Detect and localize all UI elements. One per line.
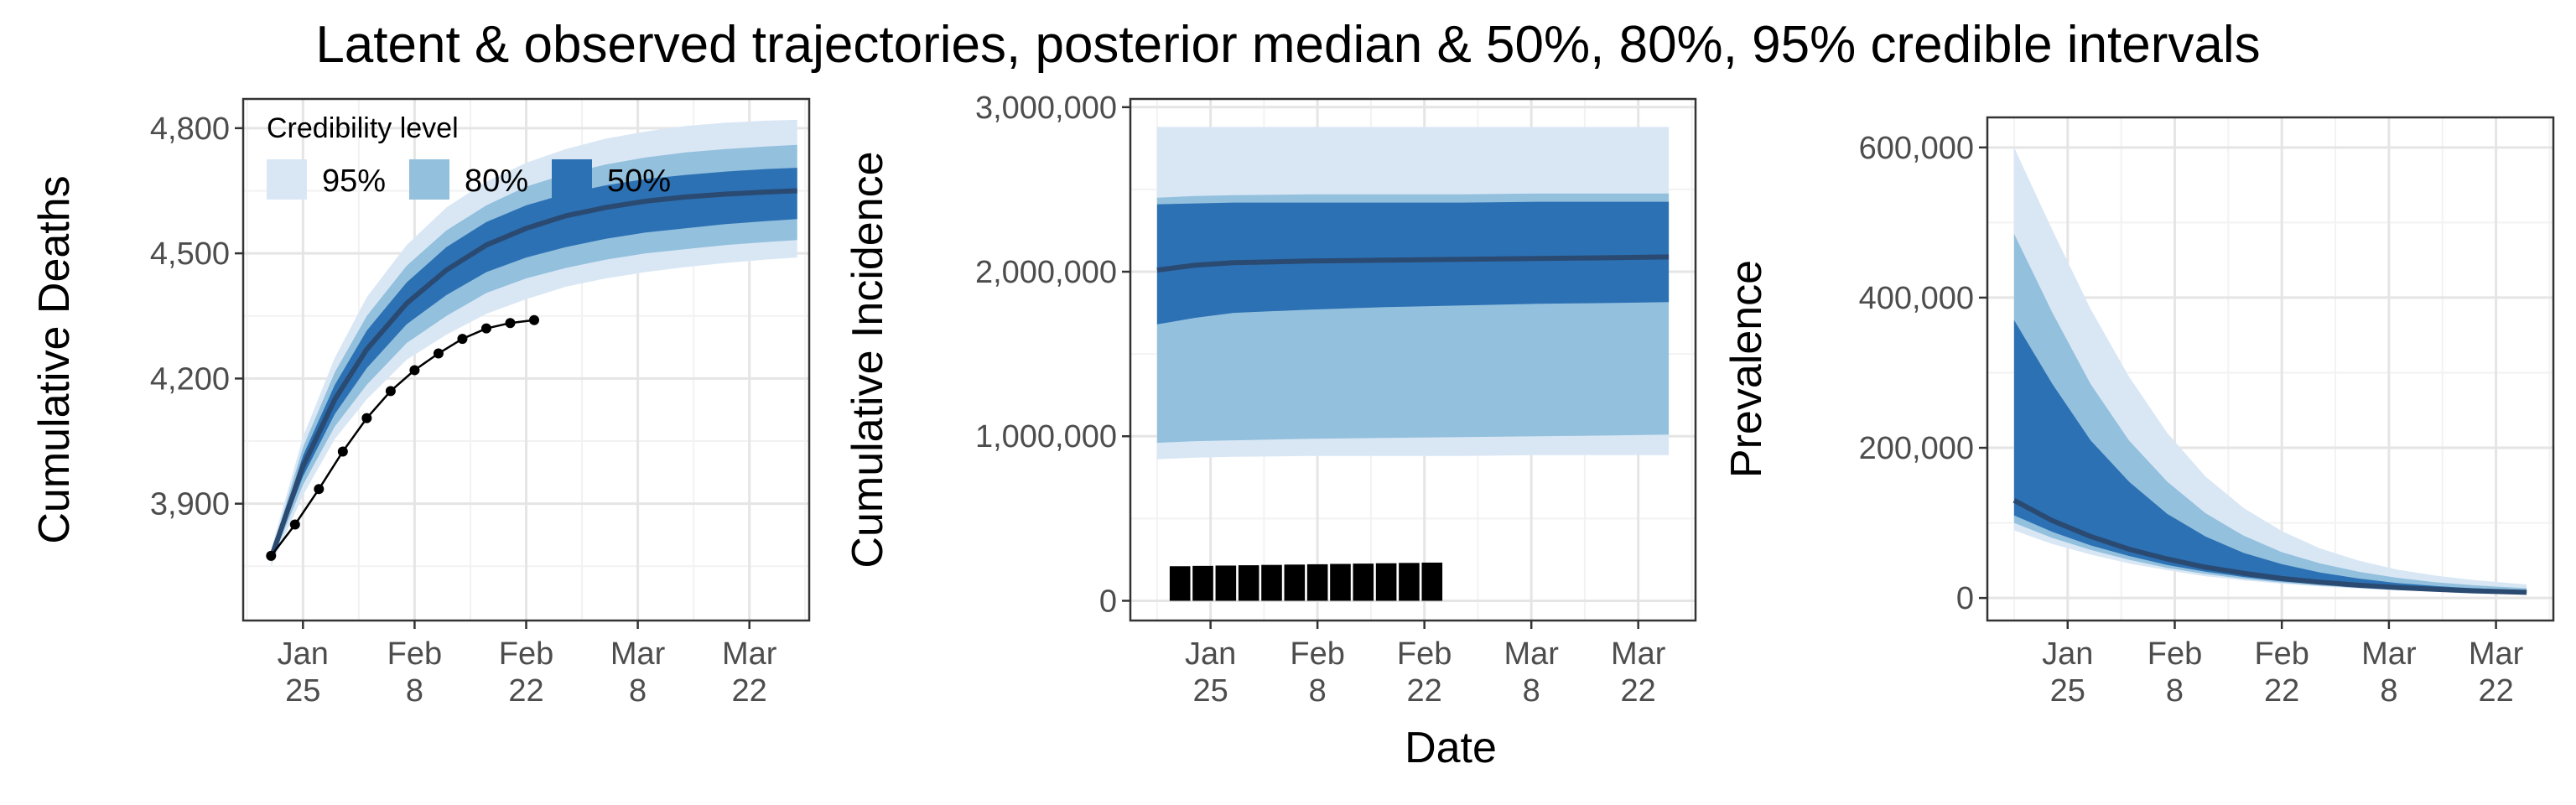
x-tick-label: 22 — [2264, 673, 2299, 709]
x-tick-label: 22 — [1621, 673, 1656, 709]
panel-cumulative-incidence: 01,000,0002,000,0003,000,000Jan25Feb8Feb… — [844, 91, 1697, 709]
y-tick-label: 600,000 — [1859, 131, 1974, 166]
y-tick-label: 0 — [1956, 581, 1974, 616]
y-axis-title: Cumulative Deaths — [30, 175, 79, 543]
x-tick-label: Feb — [499, 636, 553, 672]
x-tick-label: 25 — [1192, 673, 1228, 709]
x-tick-label: Feb — [387, 636, 442, 672]
observed-bar — [1169, 566, 1191, 601]
observed-point — [266, 550, 277, 561]
x-tick-label: 22 — [2478, 673, 2513, 709]
legend-key-80 — [409, 159, 449, 200]
y-tick-label: 4,500 — [150, 236, 230, 272]
observed-bar — [1192, 565, 1213, 601]
observed-bar — [1375, 563, 1397, 601]
median-line — [268, 188, 797, 559]
x-tick-label: 8 — [629, 673, 647, 709]
median-line — [1156, 254, 1670, 273]
observed-point — [409, 365, 420, 376]
panel-border — [1129, 97, 1697, 622]
x-tick-label: Mar — [1611, 636, 1666, 672]
chart-title: Latent & observed trajectories, posterio… — [315, 16, 2261, 74]
x-tick-label: Mar — [1504, 636, 1559, 672]
x-tick-label: Mar — [722, 636, 777, 672]
x-tick-label: Jan — [2042, 636, 2093, 672]
y-tick-label: 400,000 — [1859, 281, 1974, 316]
panel-border — [1986, 116, 2555, 622]
legend-title: Credibility level — [267, 112, 459, 144]
x-tick-label: Mar — [2469, 636, 2524, 672]
median-line — [2012, 498, 2527, 595]
legend-label: 50% — [607, 164, 671, 199]
legend-key-50 — [552, 159, 592, 200]
observed-bar — [1261, 564, 1282, 601]
x-tick-label: Mar — [610, 636, 666, 672]
y-tick-label: 4,200 — [150, 361, 230, 397]
observed-bar — [1421, 562, 1443, 601]
observed-bar — [1330, 564, 1351, 601]
y-axis-title: Prevalence — [1722, 260, 1771, 478]
observed-point — [385, 386, 396, 397]
observed-bar — [1306, 564, 1328, 601]
band-80 — [271, 144, 797, 563]
x-tick-label: 8 — [1523, 673, 1540, 709]
y-tick-label: 2,000,000 — [975, 255, 1117, 290]
observed-bar — [1284, 564, 1306, 601]
x-tick-label: 25 — [285, 673, 320, 709]
observed-bar — [1238, 565, 1259, 601]
y-tick-label: 3,900 — [150, 487, 230, 522]
x-tick-label: 8 — [1309, 673, 1327, 709]
observed-bar — [1353, 564, 1374, 601]
observed-point — [314, 484, 325, 495]
x-tick-label: Jan — [278, 636, 329, 672]
x-tick-label: Feb — [1290, 636, 1344, 672]
panel-prevalence: 0200,000400,000600,000Jan25Feb8Feb22Mar8… — [1722, 116, 2555, 709]
legend-label: 95% — [322, 164, 386, 199]
x-tick-label: 8 — [406, 673, 423, 709]
y-tick-label: 0 — [1099, 584, 1117, 619]
y-axis-title: Cumulative Incidence — [844, 151, 892, 568]
y-tick-label: 200,000 — [1859, 431, 1974, 466]
x-tick-label: Feb — [2148, 636, 2202, 672]
x-tick-label: Mar — [2361, 636, 2417, 672]
observed-point — [480, 323, 491, 334]
x-tick-label: Feb — [2254, 636, 2309, 672]
x-axis-title: Date — [1405, 724, 1497, 772]
observed-bar — [1399, 563, 1420, 601]
band-50 — [1156, 201, 1670, 325]
y-tick-label: 4,800 — [150, 112, 230, 147]
y-tick-label: 3,000,000 — [975, 91, 1117, 126]
legend-key-95 — [267, 159, 307, 200]
observed-point — [529, 314, 540, 325]
observed-point — [289, 519, 300, 530]
x-tick-label: 8 — [2166, 673, 2184, 709]
y-tick-label: 1,000,000 — [975, 419, 1117, 454]
x-tick-label: 25 — [2050, 673, 2085, 709]
legend-label: 80% — [465, 164, 528, 199]
x-tick-label: 22 — [732, 673, 767, 709]
x-tick-label: 8 — [2380, 673, 2397, 709]
x-tick-label: Jan — [1185, 636, 1236, 672]
x-tick-label: Feb — [1397, 636, 1452, 672]
band-50 — [271, 168, 797, 560]
observed-point — [337, 446, 348, 457]
observed-bar — [1215, 565, 1237, 601]
observed-point — [361, 413, 372, 423]
observed-point — [457, 334, 468, 345]
observed-point — [505, 318, 516, 329]
observed-point — [433, 348, 444, 359]
band-50 — [2013, 319, 2527, 594]
legend: Credibility level 95% 80% 50% — [267, 112, 671, 200]
panel-cumulative-deaths: 3,9004,2004,5004,800Jan25Feb8Feb22Mar8Ma… — [30, 97, 811, 709]
x-tick-label: 22 — [1407, 673, 1442, 709]
x-tick-label: 22 — [508, 673, 543, 709]
